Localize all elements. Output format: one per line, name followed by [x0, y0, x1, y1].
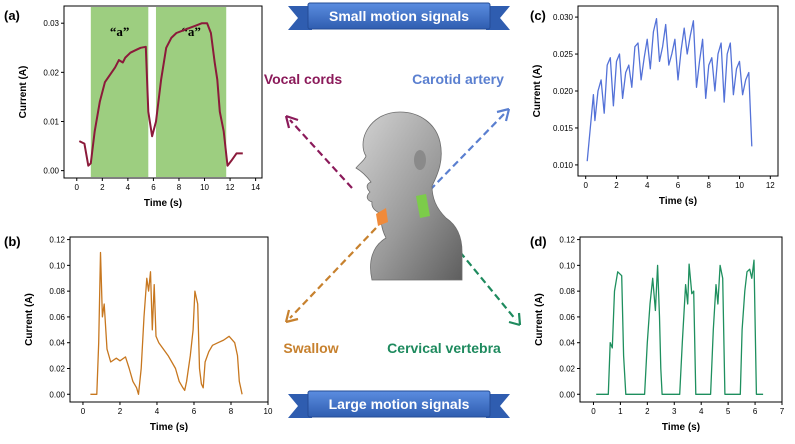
y-tick-label: 0.04 — [559, 339, 575, 348]
x-tick-label: 3 — [672, 407, 677, 416]
highlight-region-1 — [90, 7, 149, 177]
top-banner: Small motion signals — [288, 2, 510, 30]
y-axis-label: Current (A) — [532, 65, 543, 118]
y-tick-label: 0.08 — [559, 287, 575, 296]
y-tick-label: 0.00 — [49, 390, 65, 399]
y-axis-label: Current (A) — [24, 293, 35, 346]
x-axis-label: Time (s) — [662, 422, 700, 433]
x-tick-label: 0 — [591, 407, 596, 416]
bottom-banner-label: Large motion signals — [329, 396, 470, 412]
x-tick-label: 7 — [780, 407, 785, 416]
y-tick-label: 0.10 — [49, 261, 65, 270]
y-tick-label: 0.08 — [49, 287, 65, 296]
site-label-cervical-vertebra: Cervical vertebra — [387, 340, 501, 356]
plot-frame — [63, 5, 263, 179]
x-tick-label: 8 — [707, 181, 712, 190]
y-tick-label: 0.02 — [559, 364, 575, 373]
x-tick-label: 0 — [81, 407, 86, 416]
carotid-sensor-patch — [416, 194, 430, 218]
chart-c: (c) 0 2 4 6 8 10 12 0.010 0.015 0.020 0.025 0.030 Tim… — [530, 5, 779, 207]
x-tick-label: 12 — [766, 181, 775, 190]
chart-a: (a) “a” “a” 0 2 4 6 8 10 12 14 0.00 0.01 0.02 0.03 Time… — [4, 5, 263, 209]
y-tick-label: 0.10 — [559, 261, 575, 270]
x-tick-label: 1 — [618, 407, 623, 416]
x-tick-label: 8 — [177, 183, 182, 192]
series-line — [90, 251, 243, 395]
x-tick-label: 2 — [645, 407, 650, 416]
y-tick-label: 0.020 — [553, 87, 574, 96]
x-tick-label: 4 — [645, 181, 650, 190]
y-axis-label: Current (A) — [18, 66, 29, 119]
x-tick-label: 4 — [699, 407, 704, 416]
chart-b: (b) 0 2 4 6 8 10 0.00 0.02 0.04 0.06 0.08 0.10 0.12 Ti… — [4, 234, 273, 433]
y-tick-label: 0.02 — [43, 68, 59, 77]
x-axis-label: Time (s) — [659, 196, 697, 207]
highlight-label-2: “a” — [181, 24, 201, 39]
x-tick-label: 2 — [118, 407, 123, 416]
chart-d: (d) 0 1 2 3 4 5 6 7 0.00 0.02 0.04 0.06 0.08 0.10 0.12 T… — [530, 234, 785, 433]
y-tick-label: 0.030 — [553, 13, 574, 22]
series-line — [78, 22, 243, 167]
x-tick-label: 8 — [229, 407, 234, 416]
site-label-swallow: Swallow — [283, 340, 338, 356]
x-tick-label: 10 — [200, 183, 209, 192]
y-tick-label: 0.00 — [43, 167, 59, 176]
x-tick-label: 10 — [735, 181, 744, 190]
x-tick-label: 0 — [583, 181, 588, 190]
highlight-label-1: “a” — [110, 24, 130, 39]
x-tick-label: 6 — [151, 183, 156, 192]
plot-frame — [579, 236, 783, 403]
x-tick-label: 12 — [226, 183, 235, 192]
y-axis-label: Current (A) — [534, 293, 545, 346]
y-tick-label: 0.02 — [49, 364, 65, 373]
series-line — [586, 17, 753, 162]
y-tick-label: 0.015 — [553, 124, 574, 133]
y-tick-label: 0.06 — [49, 313, 65, 322]
panel-label-a: (a) — [4, 8, 20, 23]
x-tick-label: 6 — [676, 181, 681, 190]
site-label-vocal-cords: Vocal cords — [264, 71, 343, 87]
y-tick-label: 0.010 — [553, 161, 574, 170]
arrow-vocal-cords — [284, 114, 353, 189]
y-tick-label: 0.01 — [43, 117, 59, 126]
x-tick-label: 2 — [100, 183, 105, 192]
y-tick-label: 0.12 — [559, 236, 575, 245]
swallow-sensor-patch — [376, 208, 388, 226]
y-tick-label: 0.04 — [49, 339, 65, 348]
x-axis-label: Time (s) — [144, 198, 182, 209]
x-tick-label: 5 — [726, 407, 731, 416]
y-tick-label: 0.03 — [43, 19, 59, 28]
y-tick-label: 0.025 — [553, 50, 574, 59]
x-tick-label: 6 — [192, 407, 197, 416]
bottom-banner: Large motion signals — [288, 390, 510, 418]
panel-label-b: (b) — [4, 234, 21, 249]
panel-label-d: (d) — [530, 234, 547, 249]
series-line — [596, 259, 764, 395]
y-tick-label: 0.00 — [559, 390, 575, 399]
head-icon — [355, 111, 463, 281]
x-tick-label: 2 — [614, 181, 619, 190]
x-tick-label: 10 — [264, 407, 273, 416]
arrow-swallow — [284, 227, 377, 324]
x-tick-label: 4 — [155, 407, 160, 416]
plot-frame — [69, 236, 269, 403]
y-tick-label: 0.12 — [49, 236, 65, 245]
y-tick-label: 0.06 — [559, 313, 575, 322]
arrow-carotid-artery — [429, 107, 511, 191]
x-tick-label: 6 — [753, 407, 758, 416]
x-tick-label: 0 — [75, 183, 80, 192]
x-axis-label: Time (s) — [150, 422, 188, 433]
highlight-region-2 — [155, 7, 227, 177]
x-tick-label: 14 — [251, 183, 260, 192]
plot-frame — [577, 5, 779, 177]
top-banner-label: Small motion signals — [329, 8, 469, 24]
site-label-carotid-artery: Carotid artery — [412, 71, 504, 87]
panel-label-c: (c) — [530, 8, 546, 23]
x-tick-label: 4 — [126, 183, 131, 192]
